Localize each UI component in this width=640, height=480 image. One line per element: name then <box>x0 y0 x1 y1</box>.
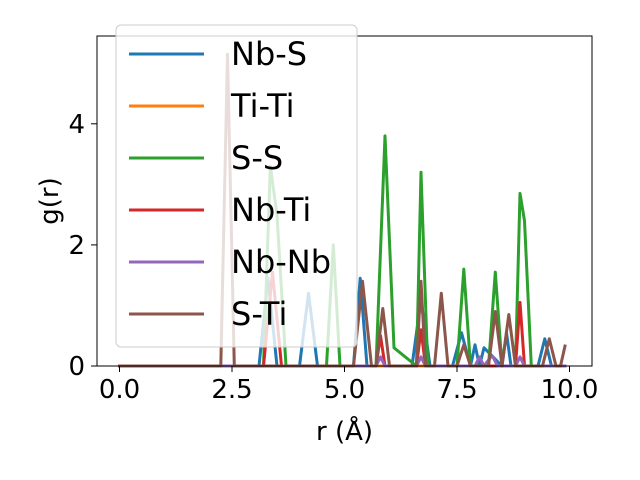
x-tick-label: 10.0 <box>541 375 599 405</box>
y-tick-label: 2 <box>68 231 85 261</box>
x-tick-label: 7.5 <box>436 375 477 405</box>
legend-label: Ti-Ti <box>230 87 295 125</box>
x-axis-ticks: 0.0 2.5 5.0 7.5 10.0 <box>99 366 599 405</box>
series-line-nb-nb <box>118 355 567 368</box>
legend: Nb-S Ti-Ti S-S Nb-Ti Nb-Nb S-Ti <box>115 24 358 348</box>
legend-label: S-S <box>231 139 283 177</box>
x-tick-label: 5.0 <box>324 375 365 405</box>
legend-label: S-Ti <box>231 295 287 333</box>
y-tick-label: 0 <box>68 352 85 382</box>
legend-label: Nb-Ti <box>231 191 311 229</box>
x-tick-label: 0.0 <box>99 375 140 405</box>
x-axis-label: r (Å) <box>316 415 373 447</box>
y-axis-label: g(r) <box>35 177 65 224</box>
legend-label: Nb-Nb <box>231 243 331 281</box>
y-tick-label: 4 <box>68 110 85 140</box>
x-tick-label: 2.5 <box>211 375 252 405</box>
y-axis-ticks: 0 2 4 <box>68 110 97 382</box>
legend-label: Nb-S <box>231 35 307 73</box>
